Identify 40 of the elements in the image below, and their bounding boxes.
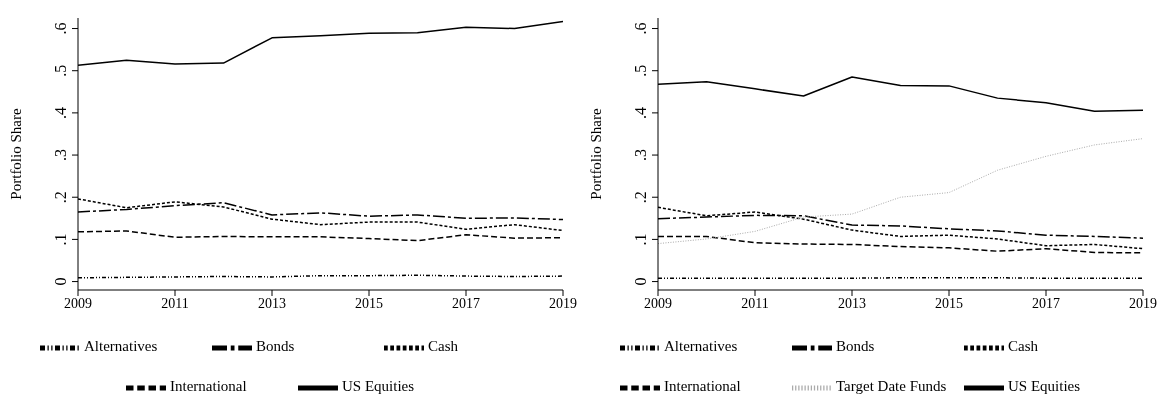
- x-tick-label: 2015: [355, 295, 383, 311]
- x-tick-label: 2019: [549, 295, 577, 311]
- legend-label: International: [170, 377, 248, 397]
- y-tick-label: .6: [632, 22, 649, 35]
- legend-label: US Equities: [1008, 377, 1082, 397]
- legend-label: Alternatives: [84, 337, 159, 357]
- x-tick-label: 2009: [64, 295, 92, 311]
- y-tick-label: .6: [52, 22, 69, 35]
- y-axis-title: Portfolio Share: [8, 108, 25, 200]
- y-axis-title: Portfolio Share: [588, 108, 605, 200]
- legend-label: Alternatives: [664, 337, 739, 357]
- legend-label: Bonds: [836, 337, 876, 357]
- x-tick-label: 2011: [161, 295, 189, 311]
- x-tick-label: 2017: [1032, 295, 1060, 311]
- x-tick-label: 2011: [741, 295, 769, 311]
- x-tick-label: 2013: [258, 295, 286, 311]
- x-tick-label: 2019: [1129, 295, 1157, 311]
- line-series: [658, 138, 1143, 245]
- legend-label: International: [664, 377, 742, 397]
- legend-label: Bonds: [256, 337, 296, 357]
- x-tick-label: 2015: [935, 295, 963, 311]
- legend-label: Target Date Funds: [836, 377, 948, 397]
- y-tick-label: .2: [52, 191, 69, 204]
- y-tick-label: .5: [632, 64, 649, 77]
- y-tick-label: .1: [632, 233, 649, 246]
- y-tick-label: .2: [632, 191, 649, 204]
- y-tick-label: .3: [632, 149, 649, 162]
- y-tick-label: .4: [632, 106, 649, 119]
- legend-label: Cash: [428, 337, 459, 357]
- y-tick-label: .3: [52, 149, 69, 162]
- x-tick-label: 2009: [644, 295, 672, 311]
- x-tick-label: 2013: [838, 295, 866, 311]
- legend-label: US Equities: [342, 377, 416, 397]
- legend-label: Cash: [1008, 337, 1039, 357]
- y-tick-label: .4: [52, 106, 69, 119]
- y-tick-label: 0: [632, 277, 649, 286]
- y-tick-label: 0: [52, 277, 69, 286]
- y-tick-label: .1: [52, 233, 69, 246]
- y-tick-label: .5: [52, 64, 69, 77]
- x-tick-label: 2017: [452, 295, 480, 311]
